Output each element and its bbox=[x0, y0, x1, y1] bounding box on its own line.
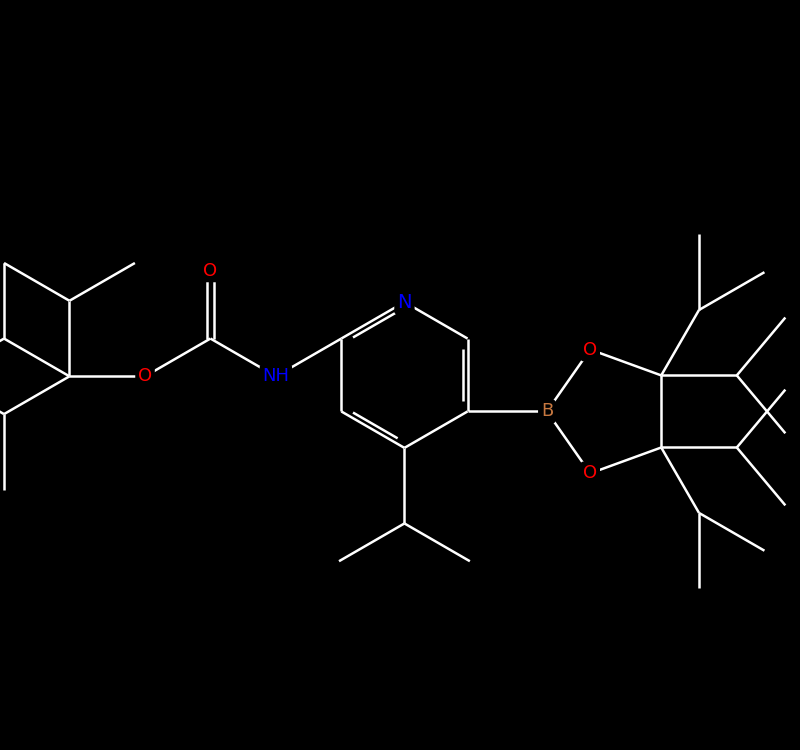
Text: O: O bbox=[138, 368, 152, 386]
Text: B: B bbox=[541, 403, 553, 421]
Text: NH: NH bbox=[262, 368, 290, 386]
Text: O: O bbox=[203, 262, 218, 280]
Text: N: N bbox=[397, 292, 412, 311]
Text: O: O bbox=[583, 340, 598, 358]
Text: O: O bbox=[583, 464, 598, 482]
